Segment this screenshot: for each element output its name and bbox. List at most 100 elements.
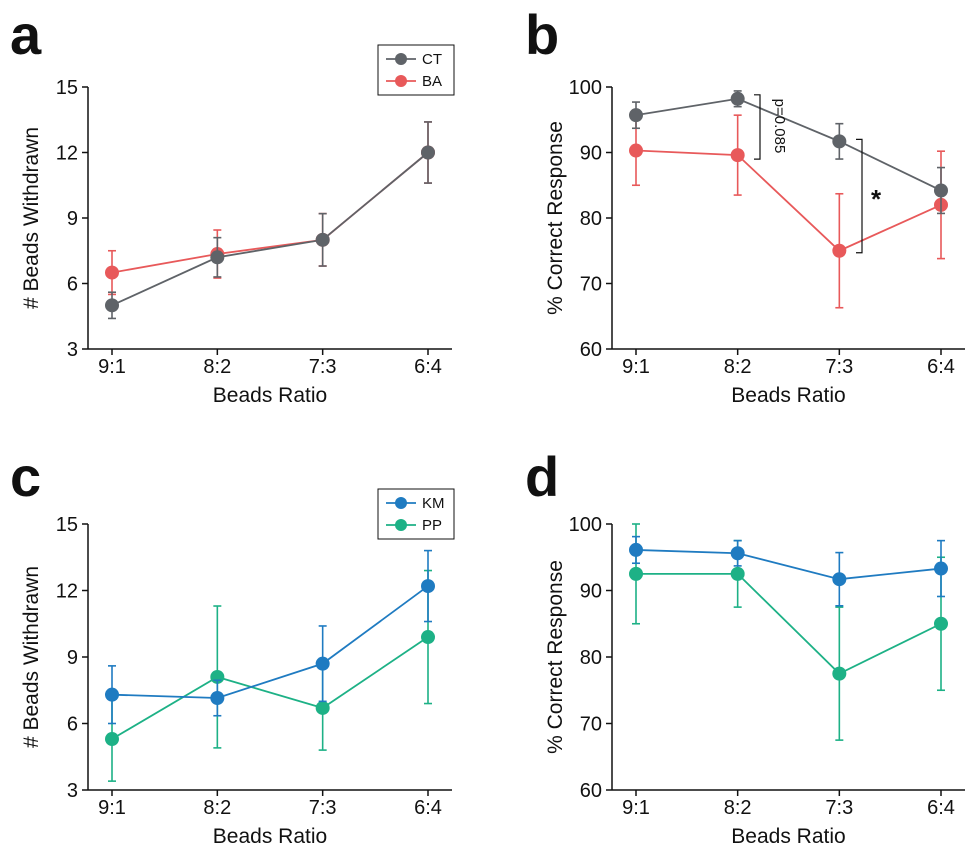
x-tick-label: 7:3 bbox=[309, 356, 337, 378]
legend-marker bbox=[395, 75, 407, 87]
data-point bbox=[421, 630, 435, 645]
y-tick-label: 12 bbox=[56, 143, 78, 165]
y-tick-label: 60 bbox=[580, 780, 602, 802]
panel-a: a 3 6 9 12 15 9:1 8:2 7:3 6:4 Beads Ratio # Beads W… bbox=[10, 3, 455, 407]
data-point bbox=[210, 691, 225, 706]
y-tick-label: 70 bbox=[580, 274, 602, 296]
p-value-bracket bbox=[754, 94, 761, 160]
significance-bracket bbox=[856, 138, 863, 254]
data-point bbox=[105, 298, 119, 313]
x-tick-label: 7:3 bbox=[825, 797, 853, 819]
x-tick-label: 8:2 bbox=[203, 797, 231, 819]
legend-marker bbox=[395, 497, 407, 509]
x-axis-label: Beads Ratio bbox=[213, 825, 327, 848]
data-point bbox=[421, 145, 435, 160]
x-tick-label: 9:1 bbox=[98, 356, 126, 378]
x-tick-label: 6:4 bbox=[927, 356, 955, 378]
panel-letter: c bbox=[10, 445, 41, 508]
data-point bbox=[105, 265, 119, 280]
data-point bbox=[315, 232, 330, 247]
significance-annotations: p=0.085 * bbox=[754, 94, 882, 254]
series-KM bbox=[629, 535, 948, 607]
y-tick-label: 60 bbox=[580, 339, 602, 361]
legend-box bbox=[377, 44, 455, 96]
x-axis-label: Beads Ratio bbox=[213, 384, 327, 407]
x-axis-label: Beads Ratio bbox=[731, 384, 845, 407]
legend-label: BA bbox=[422, 73, 442, 90]
y-axis-label: # Beads Withdrawn bbox=[20, 127, 43, 309]
series-CT bbox=[105, 121, 435, 320]
x-tick-label: 7:3 bbox=[309, 797, 337, 819]
series-line bbox=[111, 151, 429, 307]
x-tick-label: 9:1 bbox=[622, 797, 650, 819]
series-line bbox=[636, 572, 942, 675]
data-point bbox=[629, 143, 643, 158]
y-axis-label: # Beads Withdrawn bbox=[20, 566, 43, 748]
panel-letter: a bbox=[10, 3, 42, 66]
x-tick-label: 8:2 bbox=[724, 356, 752, 378]
y-tick-label: 3 bbox=[67, 780, 78, 802]
series-CT bbox=[629, 90, 948, 215]
series-PP bbox=[105, 569, 435, 782]
series-BA bbox=[105, 121, 435, 296]
series-line bbox=[635, 549, 942, 581]
data-point bbox=[730, 546, 745, 561]
panel-letter: b bbox=[525, 3, 559, 66]
data-point bbox=[934, 616, 948, 631]
y-tick-label: 15 bbox=[56, 514, 78, 536]
x-tick-label: 6:4 bbox=[414, 797, 442, 819]
series-PP bbox=[629, 523, 948, 741]
x-tick-label: 6:4 bbox=[927, 797, 955, 819]
data-point bbox=[832, 572, 847, 587]
series-line bbox=[111, 585, 429, 699]
y-tick-label: 6 bbox=[67, 274, 78, 296]
y-tick-label: 80 bbox=[580, 647, 602, 669]
y-tick-label: 100 bbox=[569, 514, 602, 536]
x-tick-label: 7:3 bbox=[825, 356, 853, 378]
data-point bbox=[315, 656, 330, 671]
data-point bbox=[105, 732, 119, 747]
x-tick-label: 6:4 bbox=[414, 356, 442, 378]
y-axis-label: % Correct Response bbox=[544, 560, 567, 754]
legend-label: PP bbox=[422, 517, 442, 534]
series-KM bbox=[105, 549, 435, 725]
x-axis-label: Beads Ratio bbox=[731, 825, 845, 848]
significance-star: * bbox=[871, 184, 882, 214]
series-line bbox=[111, 636, 429, 740]
x-tick-label: 9:1 bbox=[98, 797, 126, 819]
y-tick-label: 9 bbox=[67, 647, 78, 669]
y-tick-label: 12 bbox=[56, 581, 78, 603]
series-BA bbox=[629, 114, 948, 309]
data-point bbox=[730, 148, 745, 163]
legend-label: CT bbox=[422, 51, 442, 68]
data-point bbox=[629, 566, 643, 581]
y-tick-label: 3 bbox=[67, 339, 78, 361]
y-axis-label: % Correct Response bbox=[544, 121, 567, 315]
data-point bbox=[629, 108, 643, 123]
y-tick-label: 90 bbox=[580, 581, 602, 603]
legend-marker bbox=[395, 519, 407, 531]
panel-d: d 60 70 80 90 100 9:1 8:2 7:3 6:4 Beads Ratio % Cor… bbox=[525, 445, 965, 848]
series-line bbox=[635, 97, 942, 192]
y-tick-label: 6 bbox=[67, 714, 78, 736]
data-point bbox=[730, 91, 745, 106]
data-point bbox=[315, 700, 330, 715]
series-line bbox=[111, 151, 429, 274]
y-tick-label: 15 bbox=[56, 77, 78, 99]
x-tick-label: 9:1 bbox=[622, 356, 650, 378]
data-point bbox=[832, 243, 847, 258]
data-point bbox=[832, 666, 847, 681]
legend-marker bbox=[395, 53, 407, 65]
data-point bbox=[210, 250, 225, 265]
data-point bbox=[730, 566, 745, 581]
panel-b: b 60 70 80 90 100 9:1 8:2 7:3 6:4 Beads Ratio % Cor… bbox=[525, 3, 965, 407]
y-tick-label: 70 bbox=[580, 714, 602, 736]
series-line bbox=[635, 149, 942, 252]
p-value-label: p=0.085 bbox=[771, 99, 788, 154]
y-tick-label: 100 bbox=[569, 77, 602, 99]
legend: CT BA bbox=[377, 44, 455, 96]
panel-c: c 3 6 9 12 15 9:1 8:2 7:3 6:4 Beads Ratio # Beads W… bbox=[10, 445, 455, 848]
data-point bbox=[934, 183, 948, 198]
data-point bbox=[934, 561, 948, 576]
